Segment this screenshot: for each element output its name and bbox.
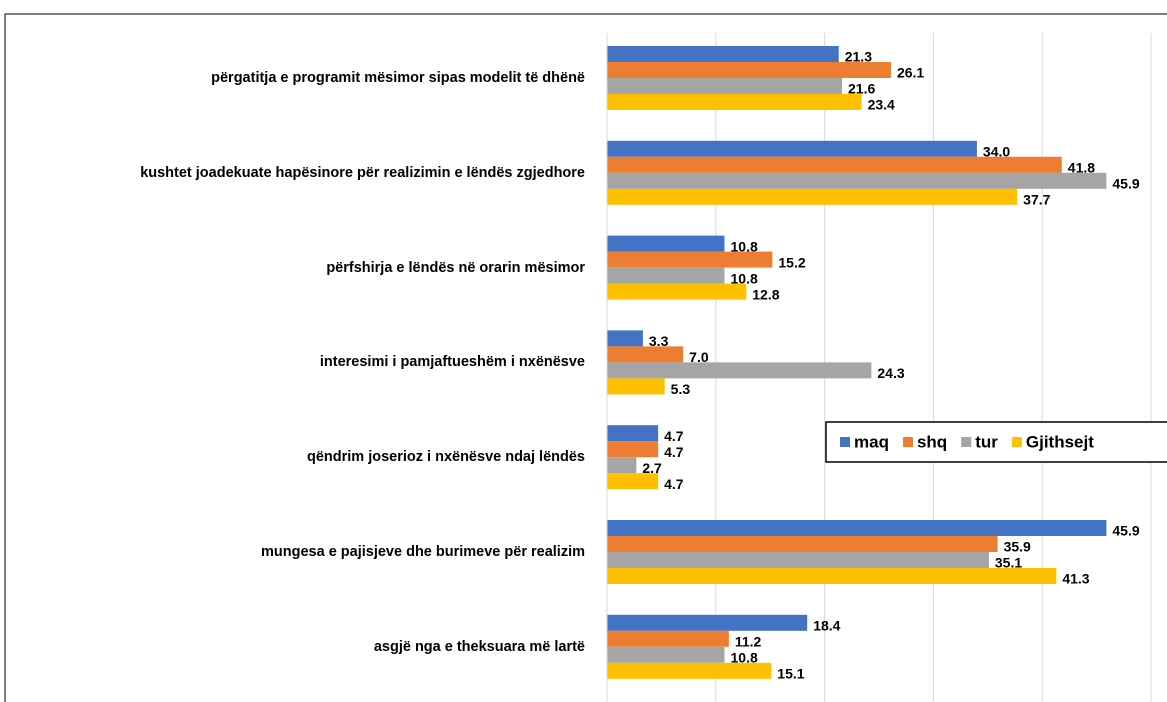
bar [607,614,808,631]
legend-swatch [902,437,913,447]
data-label: 4.7 [664,444,684,460]
bar [607,425,659,442]
category-label: kushtet joadekuate hapësinore për realiz… [50,160,585,186]
bar [607,362,872,379]
category-text: asgjë nga e theksuara më lartë [373,638,585,655]
data-label: 12.8 [752,286,779,302]
legend-swatch [840,437,850,447]
category-text: përfshirja e lëndës në orarin mësimor [326,259,585,276]
data-label: 15.2 [778,254,805,270]
bar [607,441,659,458]
data-label: 41.3 [1062,571,1089,587]
data-label: 21.6 [848,81,875,97]
data-label: 21.3 [845,49,872,65]
bar [607,330,643,347]
bar [607,457,637,474]
data-label: 35.9 [1004,539,1031,555]
legend-label: Gjithsejt [1026,432,1094,451]
data-label: 5.3 [671,381,691,397]
data-label: 35.1 [995,555,1022,571]
bar [607,378,665,395]
data-label: 7.0 [689,349,709,365]
bar [607,78,843,94]
data-label: 10.8 [731,270,758,286]
legend-swatch [961,437,972,447]
data-label: 2.7 [642,460,662,476]
data-label: 41.8 [1068,160,1095,176]
category-label: asgjë nga e theksuara më lartë [50,634,585,660]
data-label: 37.7 [1023,192,1050,208]
bar [607,520,1107,536]
data-label: 10.8 [731,650,758,666]
bar [607,140,977,157]
category-text: mungesa e pajisjeve dhe burimeve për rea… [261,544,585,560]
data-label: 4.7 [664,476,684,492]
bar [607,267,725,284]
category-label: qëndrim joserioz i nxënësve ndaj lëndës [50,444,585,470]
category-text: qëndrim joserioz i nxënësve ndaj lëndës [306,449,585,466]
data-label: 4.7 [664,428,684,444]
bar [607,62,891,78]
bar [607,552,989,568]
data-label: 18.4 [813,618,840,634]
bar [607,46,839,62]
category-text: kushtet joadekuate hapësinore për realiz… [140,164,585,181]
bar [607,251,773,268]
bar [607,646,725,663]
bar [607,536,998,552]
category-label: përfshirja e lëndës në orarin mësimor [50,255,585,281]
data-label: 15.1 [777,666,804,682]
bar [607,172,1107,189]
bar [607,188,1018,205]
data-label: 11.2 [735,634,762,650]
legend-label: tur [975,432,998,451]
legend-label: maq [854,432,889,451]
bar [607,156,1062,173]
category-label: mungesa e pajisjeve dhe burimeve për rea… [50,539,585,565]
bar [607,662,772,679]
frame [4,13,1167,702]
data-label: 45.9 [1112,523,1139,539]
category-text: interesimi i pamjaftueshëm i nxënësve [319,354,585,371]
bar [607,630,729,647]
bar [607,283,747,300]
data-label: 10.8 [731,238,758,254]
bar [607,94,862,110]
category-text: përgatitja e programit mësimor sipas mod… [211,70,585,86]
legend-label: shq [917,432,947,451]
bar [607,568,1057,584]
legend-swatch [1011,437,1022,447]
data-label: 24.3 [877,365,904,381]
data-label: 34.0 [983,144,1010,160]
data-label: 3.3 [649,333,669,349]
data-label: 45.9 [1112,176,1139,192]
data-label: 26.1 [897,65,924,81]
category-label: interesimi i pamjaftueshëm i nxënësve [50,349,585,375]
data-label: 23.4 [868,97,895,113]
bar [607,473,659,490]
category-label: përgatitja e programit mësimor sipas mod… [50,65,585,91]
bar [607,346,684,363]
bar [607,235,725,252]
legend-box [825,421,1167,463]
